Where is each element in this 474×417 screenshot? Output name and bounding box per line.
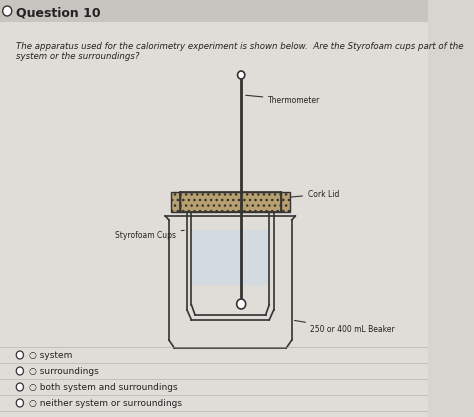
Circle shape (16, 383, 24, 391)
Bar (180, 192, 281, 212)
Circle shape (3, 6, 12, 16)
Text: Question 10: Question 10 (16, 7, 101, 20)
FancyBboxPatch shape (0, 22, 428, 417)
Text: Cork Lid: Cork Lid (283, 189, 339, 198)
Bar (192, 230, 268, 285)
FancyBboxPatch shape (0, 0, 428, 22)
Circle shape (16, 367, 24, 375)
Text: ○ neither system or surroundings: ○ neither system or surroundings (29, 399, 182, 407)
Circle shape (237, 299, 246, 309)
Text: The apparatus used for the calorimetry experiment is shown below.  Are the Styro: The apparatus used for the calorimetry e… (16, 42, 464, 61)
Text: Styrofoam Cups: Styrofoam Cups (115, 230, 184, 239)
Circle shape (16, 399, 24, 407)
Bar (171, 192, 180, 212)
Circle shape (16, 351, 24, 359)
Bar (281, 192, 290, 212)
Text: ○ both system and surroundings: ○ both system and surroundings (29, 382, 178, 392)
Text: ○ surroundings: ○ surroundings (29, 367, 99, 375)
Text: 250 or 400 mL Beaker: 250 or 400 mL Beaker (294, 320, 394, 334)
Circle shape (237, 71, 245, 79)
Text: ○ system: ○ system (29, 351, 72, 359)
Text: Thermometer: Thermometer (246, 95, 320, 105)
